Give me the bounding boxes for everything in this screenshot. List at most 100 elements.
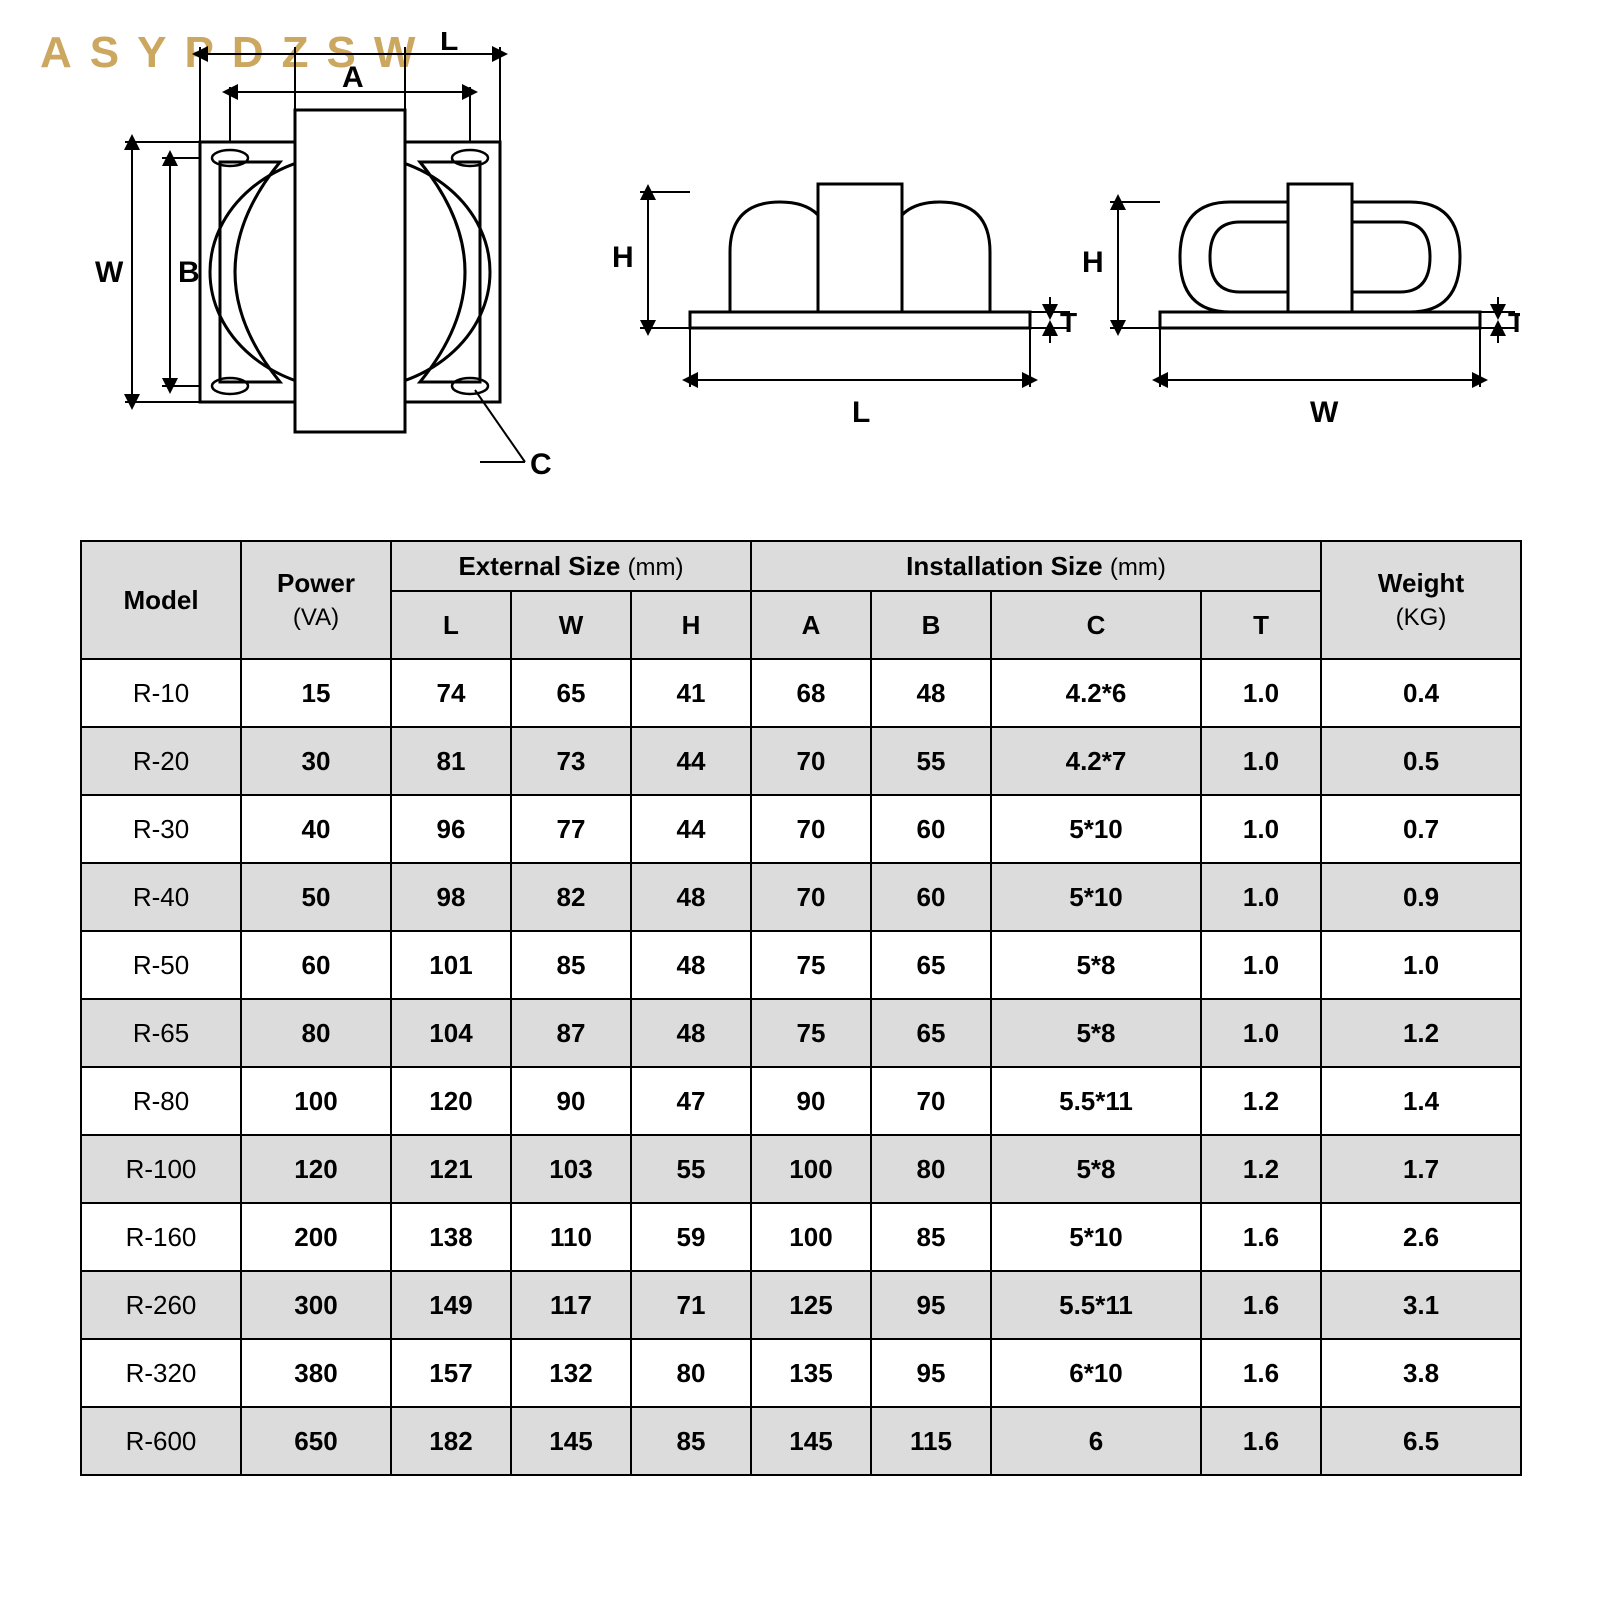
hdr-external-label: External Size [458,551,620,581]
hdr-power-label: Power [277,568,355,598]
cell-A: 100 [751,1203,871,1271]
cell-A: 75 [751,999,871,1067]
cell-B: 55 [871,727,991,795]
cell-power: 60 [241,931,391,999]
hdr-col-W: W [511,591,631,659]
cell-H: 41 [631,659,751,727]
hdr-model: Model [81,541,241,659]
cell-W: 117 [511,1271,631,1339]
cell-B: 80 [871,1135,991,1203]
cell-H: 71 [631,1271,751,1339]
cell-weight: 1.0 [1321,931,1521,999]
cell-L: 157 [391,1339,511,1407]
cell-B: 95 [871,1271,991,1339]
cell-W: 77 [511,795,631,863]
cell-model: R-30 [81,795,241,863]
cell-power: 15 [241,659,391,727]
cell-B: 65 [871,931,991,999]
cell-H: 47 [631,1067,751,1135]
cell-model: R-600 [81,1407,241,1475]
cell-W: 145 [511,1407,631,1475]
cell-L: 96 [391,795,511,863]
cell-weight: 0.5 [1321,727,1521,795]
cell-T: 1.0 [1201,863,1321,931]
dim-label-T2: T [1060,307,1077,338]
cell-L: 81 [391,727,511,795]
cell-weight: 0.7 [1321,795,1521,863]
cell-weight: 3.8 [1321,1339,1521,1407]
cell-W: 103 [511,1135,631,1203]
dim-label-L: L [440,32,458,57]
cell-L: 182 [391,1407,511,1475]
cell-W: 132 [511,1339,631,1407]
cell-H: 48 [631,863,751,931]
cell-weight: 1.7 [1321,1135,1521,1203]
cell-B: 85 [871,1203,991,1271]
dim-label-W3: W [1310,396,1339,429]
hdr-col-T: T [1201,591,1321,659]
table-header: Model Power (VA) External Size (mm) Inst… [81,541,1521,659]
cell-power: 100 [241,1067,391,1135]
cell-W: 65 [511,659,631,727]
table-row: R-26030014911771125955.5*111.63.1 [81,1271,1521,1339]
cell-T: 1.2 [1201,1067,1321,1135]
cell-weight: 1.2 [1321,999,1521,1067]
cell-B: 60 [871,863,991,931]
cell-L: 98 [391,863,511,931]
hdr-power: Power (VA) [241,541,391,659]
hdr-col-L: L [391,591,511,659]
cell-T: 1.0 [1201,999,1321,1067]
cell-W: 87 [511,999,631,1067]
cell-B: 70 [871,1067,991,1135]
hdr-col-H: H [631,591,751,659]
cell-W: 73 [511,727,631,795]
cell-A: 100 [751,1135,871,1203]
cell-T: 1.0 [1201,659,1321,727]
cell-power: 40 [241,795,391,863]
cell-A: 70 [751,795,871,863]
table-row: R-10012012110355100805*81.21.7 [81,1135,1521,1203]
page-root: ASYPDZSW ASYPDZSW [0,0,1600,1600]
cell-C: 6 [991,1407,1201,1475]
cell-power: 50 [241,863,391,931]
cell-B: 48 [871,659,991,727]
cell-H: 55 [631,1135,751,1203]
table-body: R-101574654168484.2*61.00.4R-20308173447… [81,659,1521,1475]
cell-weight: 2.6 [1321,1203,1521,1271]
cell-B: 95 [871,1339,991,1407]
cell-H: 44 [631,795,751,863]
specification-table: Model Power (VA) External Size (mm) Inst… [80,540,1522,1476]
cell-A: 75 [751,931,871,999]
cell-C: 5.5*11 [991,1271,1201,1339]
cell-L: 104 [391,999,511,1067]
cell-weight: 3.1 [1321,1271,1521,1339]
cell-H: 80 [631,1339,751,1407]
cell-C: 4.2*7 [991,727,1201,795]
cell-L: 149 [391,1271,511,1339]
cell-power: 300 [241,1271,391,1339]
cell-model: R-65 [81,999,241,1067]
cell-weight: 1.4 [1321,1067,1521,1135]
cell-C: 5*10 [991,1203,1201,1271]
hdr-installation-label: Installation Size [906,551,1103,581]
dim-label-C: C [530,448,552,481]
cell-C: 5.5*11 [991,1067,1201,1135]
cell-model: R-80 [81,1067,241,1135]
hdr-weight-label: Weight [1378,568,1464,598]
diagram-side-view-W: H T W [1082,184,1520,429]
cell-A: 70 [751,863,871,931]
table-row: R-304096774470605*101.00.7 [81,795,1521,863]
cell-power: 200 [241,1203,391,1271]
hdr-power-unit: (VA) [293,604,339,631]
cell-model: R-260 [81,1271,241,1339]
cell-W: 90 [511,1067,631,1135]
cell-power: 30 [241,727,391,795]
hdr-col-C: C [991,591,1201,659]
table-row: R-6580104874875655*81.01.2 [81,999,1521,1067]
cell-A: 145 [751,1407,871,1475]
cell-model: R-50 [81,931,241,999]
cell-T: 1.6 [1201,1271,1321,1339]
hdr-weight-unit: (KG) [1396,604,1447,631]
cell-model: R-10 [81,659,241,727]
dim-label-H2: H [612,241,634,274]
